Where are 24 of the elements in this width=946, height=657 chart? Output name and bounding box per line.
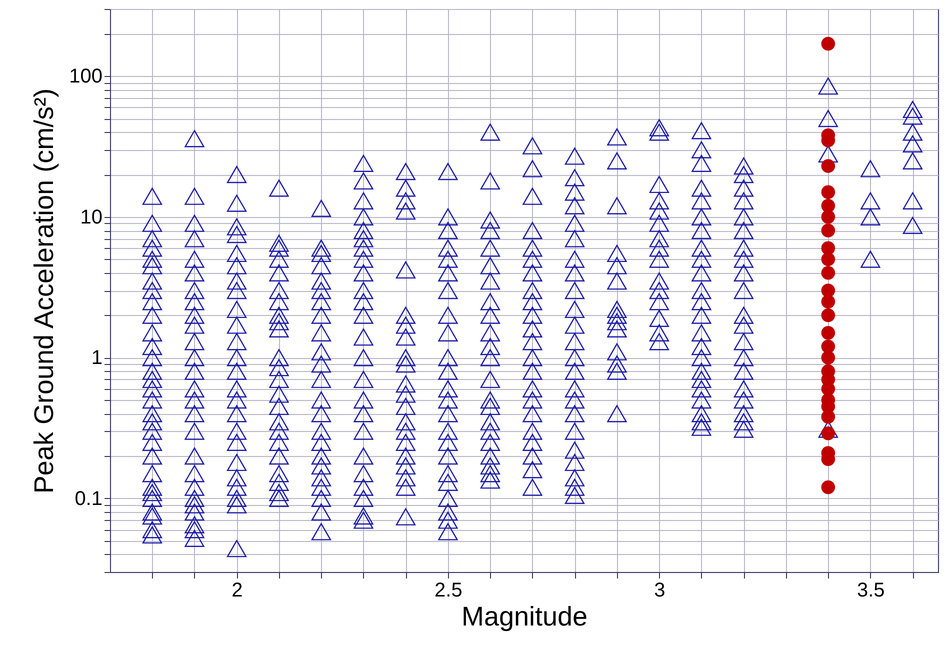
y-axis-title: Peak Ground Acceleration (cm/s²): [29, 88, 60, 494]
point: [821, 284, 836, 298]
point: [821, 224, 836, 238]
point: [821, 210, 836, 224]
point: [821, 308, 836, 322]
point: [821, 252, 836, 266]
point: [821, 340, 836, 354]
point: [821, 198, 836, 213]
point: [821, 159, 836, 173]
y-tick-label: 10: [80, 206, 102, 228]
x-tick-label: 3.5: [857, 580, 885, 602]
x-axis-title: Magnitude: [461, 602, 588, 632]
x-tick-label: 2: [232, 580, 243, 602]
y-tick-label: 100: [69, 66, 102, 88]
point: [821, 480, 836, 494]
x-tick-label: 3: [654, 580, 666, 602]
y-tick-label: 1: [91, 347, 102, 370]
y-tick-label: 0.1: [74, 488, 102, 510]
point: [821, 266, 836, 280]
point: [821, 241, 836, 256]
point: [821, 326, 836, 340]
point: [821, 36, 836, 51]
point: [821, 185, 836, 199]
x-tick-label: 2.5: [434, 580, 462, 602]
